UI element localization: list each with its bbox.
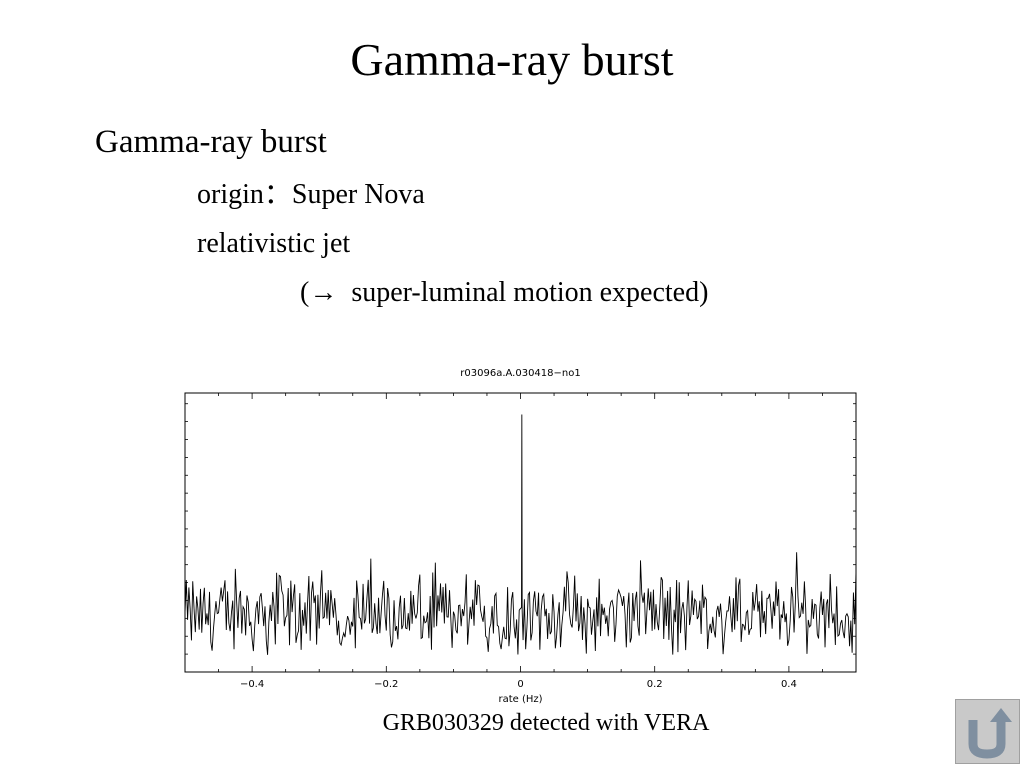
plot-frame [184, 392, 857, 673]
bullet-level1: Gamma-ray burst [95, 124, 327, 160]
figure-caption: GRB030329 detected with VERA [382, 710, 710, 736]
return-button[interactable] [955, 699, 1020, 764]
spectrum-figure: r03096a.A.030418−no1 −0.4 −0.2 0 0.2 0.4 rate … [160, 360, 880, 710]
spectrum-chart: r03096a.A.030418−no1 −0.4 −0.2 0 0.2 0.4 rate … [184, 368, 857, 705]
bullet-superluminal: (→ super-luminal motion expected) [300, 274, 708, 312]
bullet-relativistic-jet: relativistic jet [197, 228, 351, 259]
spectrum-series-line [184, 414, 857, 655]
x-tick-label: −0.4 [240, 679, 264, 690]
bullet-origin: origin：Super Nova [197, 179, 425, 210]
x-axis-label: rate (Hz) [498, 694, 542, 705]
x-tick-label: 0.4 [781, 679, 797, 690]
slide-title: Gamma-ray burst [350, 34, 674, 85]
bullet-superluminal-text: super-luminal motion expected) [351, 277, 709, 308]
bullet-superluminal-arrow: (→ [300, 277, 338, 308]
x-tick-label: −0.2 [374, 679, 398, 690]
x-tick-label: 0.2 [647, 679, 663, 690]
return-arrow-icon [968, 708, 1012, 759]
chart-title: r03096a.A.030418−no1 [460, 368, 580, 379]
x-tick-label: 0 [517, 679, 523, 690]
